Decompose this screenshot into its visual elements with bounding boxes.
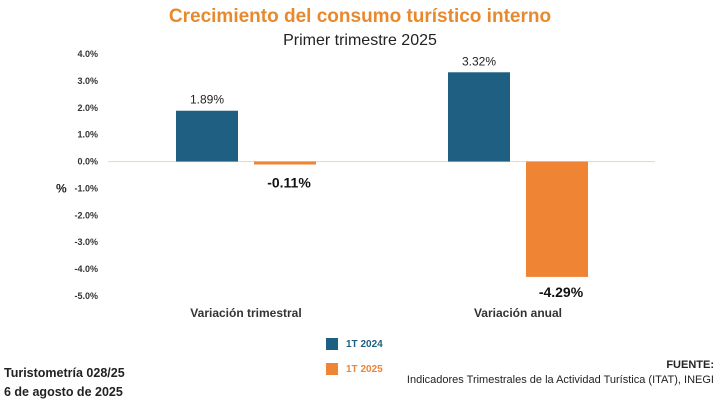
data-label: 1.89% [190,93,224,107]
data-label: -4.29% [539,284,584,300]
y-tick-label: -2.0% [74,210,98,220]
chart-subtitle: Primer trimestre 2025 [283,32,437,49]
data-label: 3.32% [462,54,496,68]
y-tick-label: 1.0% [77,130,98,140]
source-title: FUENTE: [666,359,714,371]
y-tick-label: -5.0% [74,291,98,301]
report-date: 6 de agosto de 2025 [4,385,123,399]
source-note: FUENTE: Indicadores Trimestrales de la A… [407,358,714,388]
x-category-label: Variación trimestral [190,306,301,320]
legend-item-1t-2025: 1T 2025 [326,361,383,377]
y-tick-label: 3.0% [77,76,98,86]
legend-swatch-1t-2025 [326,363,338,375]
data-label: -0.11% [267,175,311,191]
y-tick-label: -4.0% [74,264,98,274]
bar-1t-2025-anual [526,161,588,277]
legend: 1T 2024 1T 2025 [326,336,383,386]
legend-label-1t-2025: 1T 2025 [346,363,383,375]
bar-1t-2024-trimestral [176,110,238,162]
legend-item-1t-2024: 1T 2024 [326,336,383,352]
x-category-label: Variación anual [474,306,562,320]
report-id: Turistometría 028/25 [4,366,125,380]
y-tick-label: 2.0% [77,103,98,113]
y-tick-label: 0.0% [77,157,98,167]
legend-swatch-1t-2024 [326,338,338,350]
y-axis-label: % [56,181,67,195]
legend-label-1t-2024: 1T 2024 [346,338,383,350]
bar-1t-2024-anual [448,72,510,162]
source-text: Indicadores Trimestrales de la Actividad… [406,374,714,386]
chart-title: Crecimiento del consumo turístico intern… [168,6,552,27]
bar-1t-2025-trimestral [254,161,316,165]
y-tick-label: -3.0% [74,237,98,247]
y-tick-label: -1.0% [74,183,98,193]
y-tick-label: 4.0% [77,49,98,59]
bar-chart: 4.0% 3.0% 2.0% 1.0% 0.0% -1.0% -2.0% -3.0% -4.0%… [56,49,655,320]
report-info: Turistometría 028/25 6 de agosto de 2025 [4,364,125,402]
